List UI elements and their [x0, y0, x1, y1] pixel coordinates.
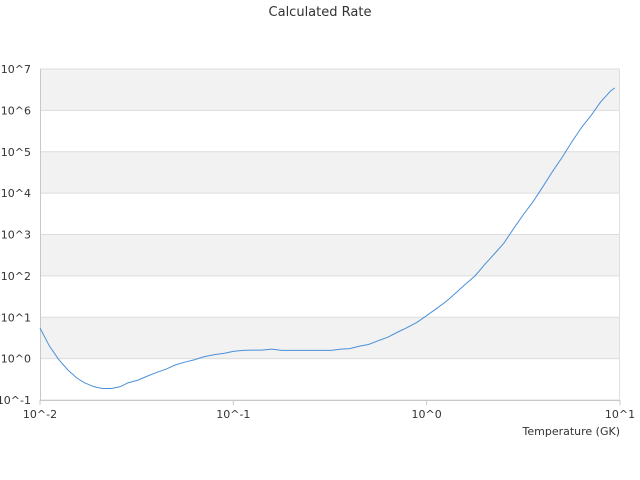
y-tick-label: 10^1	[1, 311, 31, 324]
data-point	[166, 368, 167, 369]
data-point	[340, 348, 341, 349]
grid-band	[40, 151, 620, 194]
data-point	[111, 388, 112, 389]
data-point	[261, 350, 262, 351]
data-point	[68, 370, 69, 371]
y-tick-label: 10^-1	[0, 394, 31, 407]
x-tick-label: 10^0	[412, 408, 442, 421]
data-point	[387, 337, 388, 338]
data-point	[58, 359, 59, 360]
data-point	[571, 142, 572, 143]
data-point	[523, 214, 524, 215]
data-point	[137, 380, 138, 381]
x-tick-label: 10^-1	[216, 408, 250, 421]
data-point	[532, 201, 533, 202]
chart-title: Calculated Rate	[269, 5, 372, 20]
data-point	[203, 356, 204, 357]
data-point	[184, 362, 185, 363]
data-point	[581, 127, 582, 128]
x-tick-label: 10^-2	[23, 408, 57, 421]
x-axis-title: Temperature (GK)	[522, 425, 621, 438]
data-point	[147, 375, 148, 376]
y-tick-label: 10^4	[1, 187, 31, 200]
y-tick-label: 10^0	[1, 353, 31, 366]
data-point	[271, 348, 272, 349]
data-point	[368, 344, 369, 345]
data-point	[310, 350, 311, 351]
data-point	[281, 350, 282, 351]
grid-band	[40, 234, 620, 276]
data-point	[359, 346, 360, 347]
y-tick-label: 10^5	[1, 146, 31, 159]
y-tick-label: 10^2	[1, 270, 31, 283]
data-point	[406, 327, 407, 328]
data-point	[214, 354, 215, 355]
data-point	[291, 350, 292, 351]
data-point	[610, 91, 611, 92]
grid-band	[40, 193, 620, 235]
data-point	[175, 364, 176, 365]
data-point	[93, 386, 94, 387]
data-point	[426, 315, 427, 316]
data-point	[224, 353, 225, 354]
data-point	[39, 327, 40, 328]
grid-band	[40, 358, 620, 400]
x-tick-label: 10^1	[605, 408, 635, 421]
grid-bands	[40, 69, 620, 400]
grid-band	[40, 317, 620, 359]
data-point	[474, 275, 475, 276]
data-point	[127, 382, 128, 383]
data-point	[455, 293, 456, 294]
data-point	[76, 377, 77, 378]
series-layer	[39, 87, 616, 389]
data-point	[464, 284, 465, 285]
x-tick-labels: 10^-2 10^-1 10^0 10^1	[23, 408, 635, 421]
data-point	[84, 382, 85, 383]
data-point	[561, 157, 562, 158]
data-point	[377, 340, 378, 341]
data-point	[494, 253, 495, 254]
data-point	[120, 386, 121, 387]
data-point	[49, 346, 50, 347]
grid-band	[40, 69, 620, 111]
data-point	[445, 301, 446, 302]
y-tick-labels: 10^-1 10^0 10^1 10^2 10^3 10^4 10^5 10^6 10^7	[0, 63, 31, 407]
data-point	[590, 115, 591, 116]
data-point	[156, 372, 157, 373]
data-point	[552, 171, 553, 172]
data-point	[242, 350, 243, 351]
data-point	[102, 388, 103, 389]
series-line	[39, 87, 616, 389]
data-point	[436, 308, 437, 309]
data-point	[503, 242, 504, 243]
data-point	[251, 350, 252, 351]
data-point	[233, 351, 234, 352]
data-point	[484, 264, 485, 265]
data-point	[300, 350, 301, 351]
data-point	[600, 101, 601, 102]
axes	[39, 69, 621, 405]
data-point	[194, 359, 195, 360]
data-point	[330, 350, 331, 351]
data-point	[319, 350, 320, 351]
data-point	[614, 87, 615, 88]
y-tick-label: 10^7	[1, 63, 31, 76]
data-point	[349, 348, 350, 349]
grid-band	[40, 275, 620, 318]
data-point	[513, 228, 514, 229]
y-tick-label: 10^3	[1, 229, 31, 242]
data-point	[542, 186, 543, 187]
grid-band	[40, 110, 620, 152]
data-point	[397, 331, 398, 332]
data-point	[416, 322, 417, 323]
y-tick-label: 10^6	[1, 104, 31, 117]
